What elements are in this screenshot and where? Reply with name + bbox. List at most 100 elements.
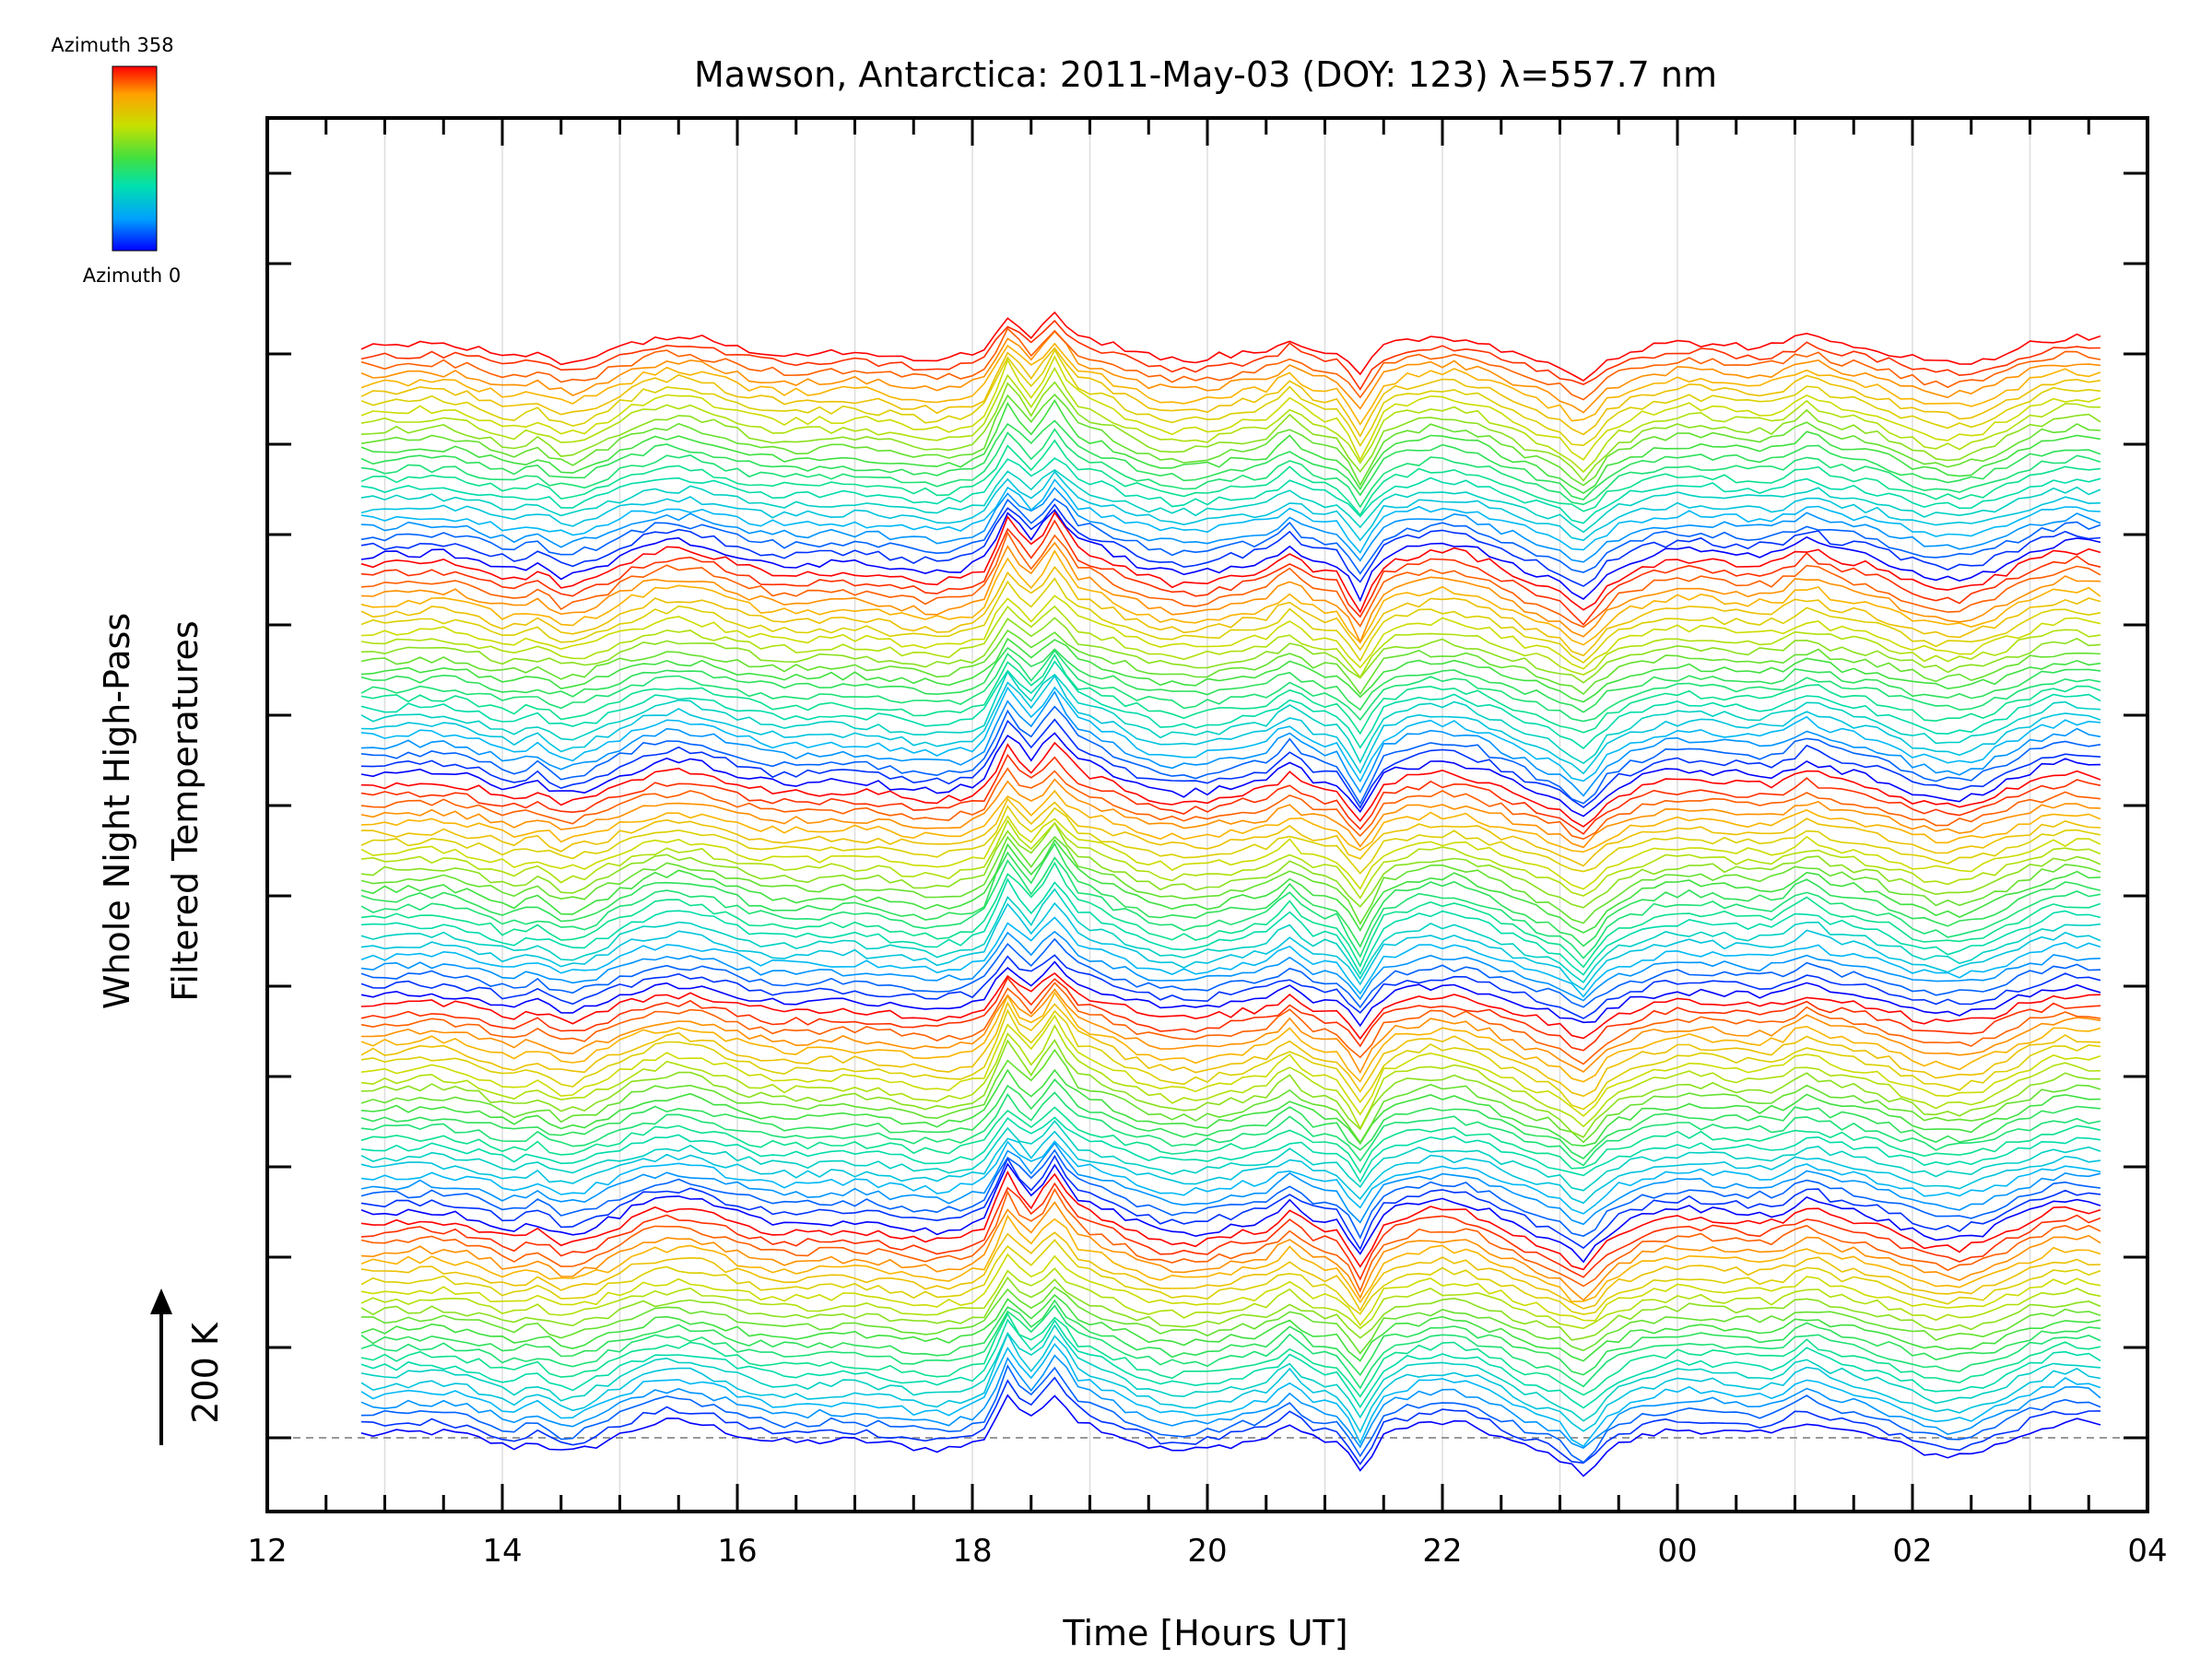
x-axis-label: Time [Hours UT] xyxy=(1062,1613,1347,1653)
scale-bar-arrowhead xyxy=(150,1288,172,1314)
series-line xyxy=(360,419,2101,501)
series-line xyxy=(360,835,2101,925)
series-line xyxy=(360,398,2101,495)
series-line xyxy=(360,1231,2101,1312)
x-tick-label: 14 xyxy=(482,1533,522,1570)
series-line xyxy=(360,1039,2100,1138)
series-line xyxy=(360,1343,2101,1448)
series-line xyxy=(360,753,2101,835)
series-lines xyxy=(360,311,2101,1477)
series-line xyxy=(360,637,2101,703)
series-line xyxy=(360,954,2101,1019)
series-line xyxy=(360,991,2101,1083)
series-line xyxy=(360,519,2101,626)
series-line xyxy=(360,355,2101,462)
series-line xyxy=(360,841,2101,948)
series-line xyxy=(360,877,2101,976)
series-line xyxy=(360,457,2101,524)
series-line xyxy=(360,1312,2101,1398)
series-line xyxy=(360,1130,2101,1205)
series-line xyxy=(360,439,2101,517)
series-line xyxy=(360,330,2101,414)
series-line xyxy=(360,605,2101,679)
series-line xyxy=(360,1091,2101,1167)
series-line xyxy=(360,348,2101,448)
series-line xyxy=(360,1078,2101,1159)
x-tick-label: 12 xyxy=(247,1533,287,1570)
series-line xyxy=(360,617,2101,684)
series-line xyxy=(360,541,2101,644)
series-line xyxy=(360,1201,2101,1301)
colorbar-top-label: Azimuth 358 xyxy=(51,34,173,56)
series-line xyxy=(360,690,2101,797)
series-line xyxy=(360,1024,2101,1130)
series-line xyxy=(360,1299,2101,1377)
series-line xyxy=(360,1014,2101,1117)
series-line xyxy=(360,718,2101,809)
series-line xyxy=(360,653,2101,735)
y-axis-label-line1: Whole Night High-Pass xyxy=(97,613,137,1009)
series-line xyxy=(360,982,2101,1065)
series-line xyxy=(360,319,2101,391)
series-line xyxy=(360,778,2101,849)
series-line xyxy=(360,797,2101,867)
series-line xyxy=(360,1354,2101,1450)
series-line xyxy=(360,1116,2101,1183)
series-line xyxy=(360,674,2101,775)
x-tick-labels: 12 14 16 18 20 22 00 02 04 xyxy=(247,1533,2167,1570)
series-line xyxy=(360,767,2101,841)
series-line xyxy=(360,468,2101,534)
series-line xyxy=(360,1148,2101,1240)
colorbar-bottom-label: Azimuth 0 xyxy=(83,265,182,287)
series-line xyxy=(360,839,2101,934)
series-line xyxy=(360,549,2101,646)
series-line xyxy=(360,805,2101,875)
series-line xyxy=(360,1008,2101,1111)
series-line xyxy=(360,732,2101,818)
x-tick-label: 02 xyxy=(1892,1533,1932,1570)
series-line xyxy=(360,1142,2101,1226)
series-line xyxy=(361,1286,2101,1355)
series-line xyxy=(360,1001,2101,1098)
series-line xyxy=(360,1187,2101,1293)
series-line xyxy=(360,670,2101,765)
x-tick-label: 22 xyxy=(1422,1533,1462,1570)
series-line xyxy=(360,381,2101,482)
series-line xyxy=(360,1140,2101,1215)
series-line xyxy=(360,342,2101,426)
series-line xyxy=(360,1318,2101,1409)
series-line xyxy=(360,503,2101,587)
series-line xyxy=(360,1394,2101,1477)
series-line xyxy=(360,916,2101,998)
series-line xyxy=(360,686,2101,783)
y-axis-label-line2: Filtered Temperatures xyxy=(165,620,206,1001)
series-line xyxy=(360,888,2101,984)
series-line xyxy=(360,487,2101,563)
axis-ticks xyxy=(265,118,2149,1512)
series-line xyxy=(360,1214,2101,1304)
series-line xyxy=(360,1068,2101,1147)
x-tick-label: 18 xyxy=(952,1533,992,1570)
series-line xyxy=(360,478,2101,554)
series-line xyxy=(360,988,2101,1075)
series-line xyxy=(360,347,2101,438)
x-tick-label: 16 xyxy=(717,1533,757,1570)
series-line xyxy=(360,1324,2101,1422)
series-line xyxy=(360,1253,2101,1327)
series-line xyxy=(360,649,2101,723)
colorbar xyxy=(112,65,158,252)
series-line xyxy=(360,366,2101,474)
series-line xyxy=(360,1293,2101,1362)
series-line xyxy=(360,646,2101,713)
series-line xyxy=(360,705,2101,806)
series-line xyxy=(360,976,2101,1052)
series-line xyxy=(360,1376,2101,1465)
series-line xyxy=(360,428,2101,509)
series-line xyxy=(360,531,2101,629)
x-tick-label: 00 xyxy=(1657,1533,1697,1570)
series-line xyxy=(360,741,2101,828)
series-line xyxy=(360,818,2101,900)
series-line xyxy=(360,509,2101,603)
x-tick-label: 20 xyxy=(1187,1533,1227,1570)
